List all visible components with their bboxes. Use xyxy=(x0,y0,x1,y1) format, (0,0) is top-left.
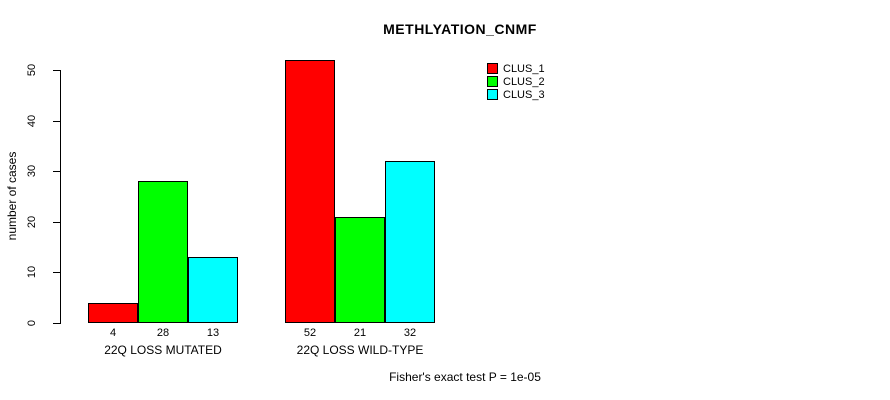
bar-value-label: 28 xyxy=(156,327,170,339)
y-tick xyxy=(53,120,60,122)
legend-swatch-clus_1 xyxy=(487,63,498,74)
bar-value-label: 13 xyxy=(206,327,220,339)
y-tick xyxy=(53,272,60,274)
bar-clus_2-group2 xyxy=(335,217,385,323)
y-tick-label: 40 xyxy=(26,114,38,127)
bar-value-label: 21 xyxy=(353,327,367,339)
y-tick xyxy=(53,221,60,223)
bar-value-label: 52 xyxy=(303,327,317,339)
y-tick xyxy=(53,171,60,173)
y-tick-label: 20 xyxy=(26,215,38,228)
legend-swatch-clus_3 xyxy=(487,89,498,100)
bar-clus_1-group2 xyxy=(285,60,335,323)
chart-legend: CLUS_1 CLUS_2 CLUS_3 xyxy=(487,62,545,101)
x-category-label: 22Q LOSS WILD-TYPE xyxy=(296,343,424,357)
y-tick-label: 50 xyxy=(26,63,38,77)
y-tick xyxy=(53,323,60,324)
bar-clus_2-group1 xyxy=(138,181,188,323)
y-axis-label: number of cases xyxy=(5,151,19,241)
legend-label: CLUS_1 xyxy=(503,62,545,75)
bar-value-label: 4 xyxy=(109,327,117,339)
bar-clus_1-group1 xyxy=(88,303,138,323)
legend-item: CLUS_3 xyxy=(487,88,545,101)
y-tick-label: 10 xyxy=(26,266,38,279)
legend-item: CLUS_1 xyxy=(487,62,545,75)
y-tick xyxy=(53,70,60,71)
y-tick-label: 30 xyxy=(26,165,38,178)
chart-title: METHLYATION_CNMF xyxy=(383,21,537,37)
legend-label: CLUS_2 xyxy=(503,75,545,88)
annotation-text: Fisher's exact test P = 1e-05 xyxy=(389,370,541,384)
y-tick-label: 0 xyxy=(26,319,38,327)
legend-swatch-clus_2 xyxy=(487,76,498,87)
bar-value-label: 32 xyxy=(403,327,417,339)
x-category-label: 22Q LOSS MUTATED xyxy=(104,343,222,357)
legend-label: CLUS_3 xyxy=(503,88,545,101)
legend-item: CLUS_2 xyxy=(487,75,545,88)
y-axis-line xyxy=(60,70,61,324)
bar-clus_3-group1 xyxy=(188,257,238,323)
bar-clus_3-group2 xyxy=(385,161,435,323)
